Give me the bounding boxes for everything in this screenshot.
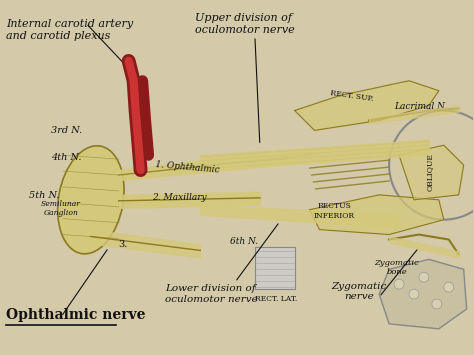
Polygon shape: [295, 81, 439, 130]
Text: RECTUS
INFERIOR: RECTUS INFERIOR: [314, 202, 355, 220]
Text: Semilunar
Ganglion: Semilunar Ganglion: [41, 200, 81, 217]
Text: 3.: 3.: [118, 240, 128, 250]
Circle shape: [409, 289, 419, 299]
Text: Upper division of
oculomotor nerve: Upper division of oculomotor nerve: [195, 13, 295, 35]
Text: 3rd N.: 3rd N.: [51, 126, 82, 135]
Circle shape: [419, 272, 429, 282]
Text: Zygomatic
nerve: Zygomatic nerve: [332, 282, 387, 301]
Polygon shape: [379, 260, 466, 329]
Polygon shape: [255, 247, 295, 289]
Text: Internal carotid artery
and carotid plexus: Internal carotid artery and carotid plex…: [6, 19, 134, 41]
Text: 2. Maxillary: 2. Maxillary: [153, 193, 207, 202]
Text: Ophthalmic nerve: Ophthalmic nerve: [6, 308, 146, 322]
Polygon shape: [310, 195, 444, 235]
Circle shape: [432, 299, 442, 309]
Polygon shape: [399, 145, 464, 200]
Ellipse shape: [58, 146, 124, 254]
Text: Zygomatic
bone: Zygomatic bone: [374, 259, 419, 276]
Text: RECT. LAT.: RECT. LAT.: [255, 295, 297, 303]
Text: Lacrimal N.: Lacrimal N.: [394, 102, 447, 110]
Circle shape: [444, 282, 454, 292]
Text: 6th N.: 6th N.: [230, 237, 258, 246]
Text: OBLIQUE: OBLIQUE: [426, 153, 434, 191]
Text: RECT. SUP.: RECT. SUP.: [329, 89, 374, 103]
Text: Lower division of
oculomotor nerve: Lower division of oculomotor nerve: [165, 284, 258, 304]
Text: 5th N.: 5th N.: [29, 191, 60, 200]
Circle shape: [394, 279, 404, 289]
Text: 1. Ophthalmic: 1. Ophthalmic: [155, 160, 220, 175]
Text: 4th N.: 4th N.: [51, 153, 82, 162]
